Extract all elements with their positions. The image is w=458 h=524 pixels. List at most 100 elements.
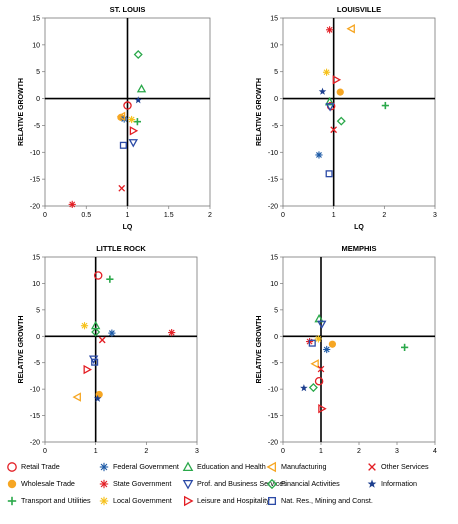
legend-item-education-and-health: Education and Health: [182, 460, 266, 473]
legend-marker: [266, 478, 278, 489]
y-tick-label: -10: [30, 387, 40, 394]
point-nat-res-mining-and-const: [119, 141, 127, 149]
x-tick-label: 0: [281, 448, 285, 455]
legend-item-prof-and-business-services: Prof. and Business Services: [182, 477, 287, 490]
y-tick-label: -10: [268, 150, 278, 157]
legend-marker: [367, 478, 377, 488]
y-tick-label: 0: [274, 96, 278, 103]
x-tick-label: 3: [195, 448, 199, 455]
y-tick-label: -5: [272, 360, 278, 367]
y-axis-label: RELATIVE GROWTH: [18, 78, 25, 146]
point-local-government: [322, 68, 331, 76]
legend-item-local-government: Local Government: [98, 494, 172, 507]
y-tick-label: -5: [34, 123, 40, 130]
plot-frame: [282, 17, 436, 207]
plot-frame: [44, 256, 198, 443]
point-prof-and-business-services: [325, 103, 335, 112]
x-tick-label: 1: [94, 448, 98, 455]
y-tick-label: -20: [30, 204, 40, 211]
point-other-services: [330, 126, 338, 134]
legend-label: Wholesale Trade: [21, 479, 75, 488]
point-nat-res-mining-and-const: [91, 358, 99, 366]
legend-marker: [99, 479, 109, 488]
legend-marker: [183, 495, 194, 506]
point-wholesale-trade: [95, 390, 103, 399]
legend-label: Prof. and Business Services: [197, 479, 287, 488]
legend-label: Retail Trade: [21, 462, 60, 471]
point-information: [318, 87, 327, 95]
point-leisure-and-hospitality: [318, 403, 327, 414]
legend-item-leisure-and-hospitality: Leisure and Hospitality: [182, 494, 270, 507]
legend-item-nat-res-mining-and-const: Nat. Res., Mining and Const.: [266, 494, 373, 507]
y-tick-label: 5: [274, 69, 278, 76]
legend-item-manufacturing: Manufacturing: [266, 460, 327, 473]
y-tick-label: -15: [30, 177, 40, 184]
y-tick-label: 5: [274, 307, 278, 314]
point-retail-trade: [314, 376, 324, 386]
point-education-and-health: [324, 96, 335, 106]
panel-title: ST. LOUIS: [110, 5, 146, 14]
legend-label: Nat. Res., Mining and Const.: [281, 496, 373, 505]
point-retail-trade: [123, 101, 132, 110]
legend-item-state-government: State Government: [98, 477, 171, 490]
legend-item-wholesale-trade: Wholesale Trade: [6, 477, 75, 490]
point-leisure-and-hospitality: [83, 364, 92, 375]
y-axis-label: RELATIVE GROWTH: [18, 316, 25, 384]
y-tick-label: -20: [30, 440, 40, 447]
point-manufacturing: [116, 111, 126, 122]
point-state-government: [168, 328, 176, 337]
point-information: [93, 394, 102, 402]
legend-marker: [267, 496, 277, 505]
legend-label: Local Government: [113, 496, 172, 505]
x-axis-label: LQ: [354, 224, 364, 231]
x-tick-label: 1.5: [164, 212, 174, 219]
x-tick-label: 2: [208, 212, 212, 219]
y-tick-label: 10: [32, 281, 40, 288]
x-axis-label: LQ: [123, 224, 133, 231]
point-wholesale-trade: [328, 340, 336, 348]
panel-title: LITTLE ROCK: [96, 244, 146, 253]
legend-item-information: Information: [366, 477, 417, 490]
point-prof-and-business-services: [128, 139, 138, 148]
point-federal-government: [315, 151, 323, 159]
point-nat-res-mining-and-const: [325, 170, 333, 178]
y-tick-label: 15: [32, 255, 40, 262]
y-tick-label: -10: [268, 387, 278, 394]
legend: Retail Trade Federal Government Education …: [0, 458, 458, 524]
y-tick-label: 5: [36, 69, 40, 76]
legend-item-transport-and-utilities: Transport and Utilities: [6, 494, 91, 507]
y-axis-label: RELATIVE GROWTH: [256, 316, 263, 384]
panel-memphis: MEMPHIS151050-5-10-15-2001234LQRELATIVE …: [256, 244, 437, 455]
x-tick-label: 1: [332, 212, 336, 219]
y-tick-label: -10: [30, 150, 40, 157]
x-tick-label: 3: [433, 212, 437, 219]
y-tick-label: -15: [268, 413, 278, 420]
point-manufacturing: [72, 392, 81, 402]
x-tick-label: 0: [43, 212, 47, 219]
point-wholesale-trade: [336, 88, 344, 96]
legend-marker: [99, 462, 109, 471]
legend-item-federal-government: Federal Government: [98, 460, 179, 473]
point-prof-and-business-services: [317, 320, 327, 330]
legend-label: Information: [381, 479, 417, 488]
point-financial-activities: [133, 50, 143, 60]
x-tick-label: 0.5: [81, 212, 91, 219]
point-retail-trade: [93, 271, 103, 280]
point-transport-and-utilities: [401, 343, 409, 351]
y-tick-label: -15: [30, 413, 40, 420]
y-axis-label: RELATIVE GROWTH: [256, 78, 263, 146]
x-tick-label: 0: [43, 448, 47, 455]
legend-item-retail-trade: Retail Trade: [6, 460, 60, 473]
legend-label: Other Services: [381, 462, 429, 471]
y-tick-label: -15: [268, 177, 278, 184]
legend-label: Financial Activities: [281, 479, 340, 488]
point-other-services: [118, 184, 126, 192]
y-tick-label: -5: [34, 360, 40, 367]
x-tick-label: 4: [433, 448, 437, 455]
legend-marker: [7, 496, 17, 505]
y-tick-label: 10: [32, 42, 40, 49]
point-manufacturing: [310, 359, 319, 369]
